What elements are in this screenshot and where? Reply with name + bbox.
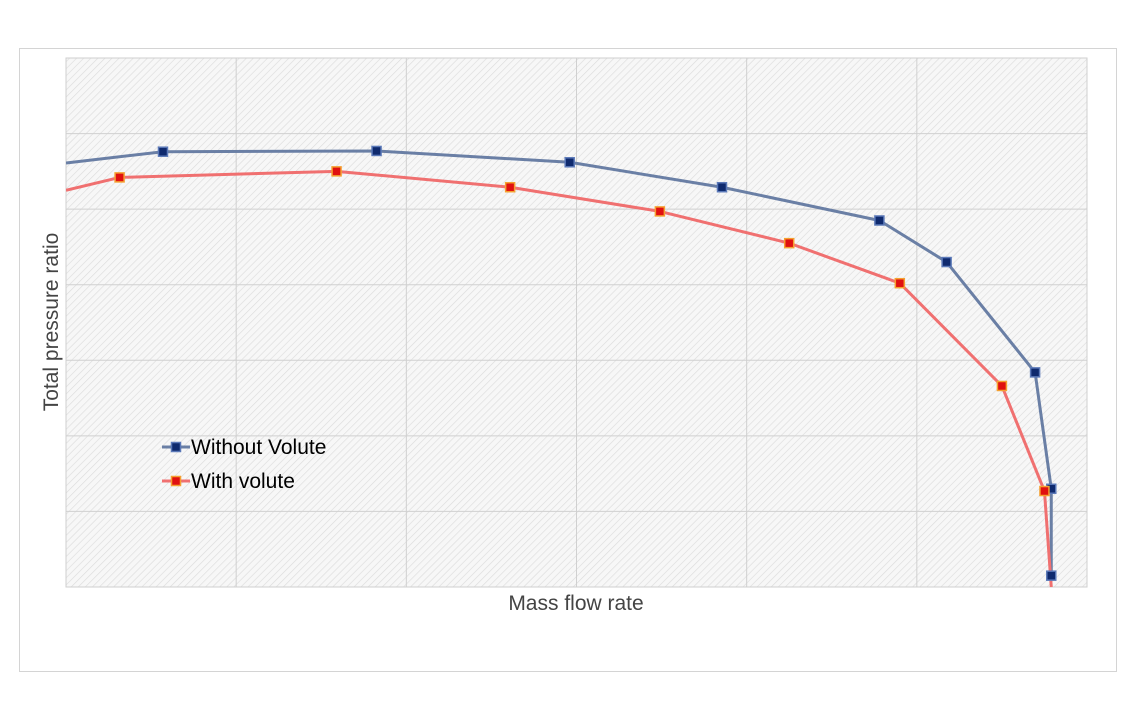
legend-label: Without Volute [191, 436, 326, 459]
legend-label: With volute [191, 470, 295, 493]
data-point [504, 181, 516, 193]
data-point [1029, 367, 1041, 378]
x-axis-title: Mass flow rate [508, 592, 643, 615]
data-point [1039, 485, 1050, 497]
marker-layer [114, 145, 1057, 581]
data-point [874, 215, 885, 226]
data-point [894, 277, 906, 289]
data-point [564, 157, 575, 168]
series-line [66, 169, 1053, 587]
series-layer [66, 149, 1053, 587]
data-point [157, 146, 169, 157]
legend-swatch-marker [170, 475, 182, 487]
gridlines [66, 58, 1087, 587]
data-point [996, 380, 1008, 392]
data-point [371, 145, 382, 157]
legend-swatch-marker [170, 441, 182, 453]
series-line [66, 149, 1053, 576]
plot-border [65, 57, 1088, 588]
data-point [1046, 570, 1057, 581]
data-point [716, 181, 728, 193]
data-point [783, 237, 795, 249]
data-point [114, 172, 125, 183]
data-point [331, 166, 342, 177]
data-point [941, 256, 952, 268]
data-point [654, 206, 666, 217]
y-axis-title: Total pressure ratio [40, 233, 63, 412]
legend: Without Volute With volute [162, 436, 326, 493]
